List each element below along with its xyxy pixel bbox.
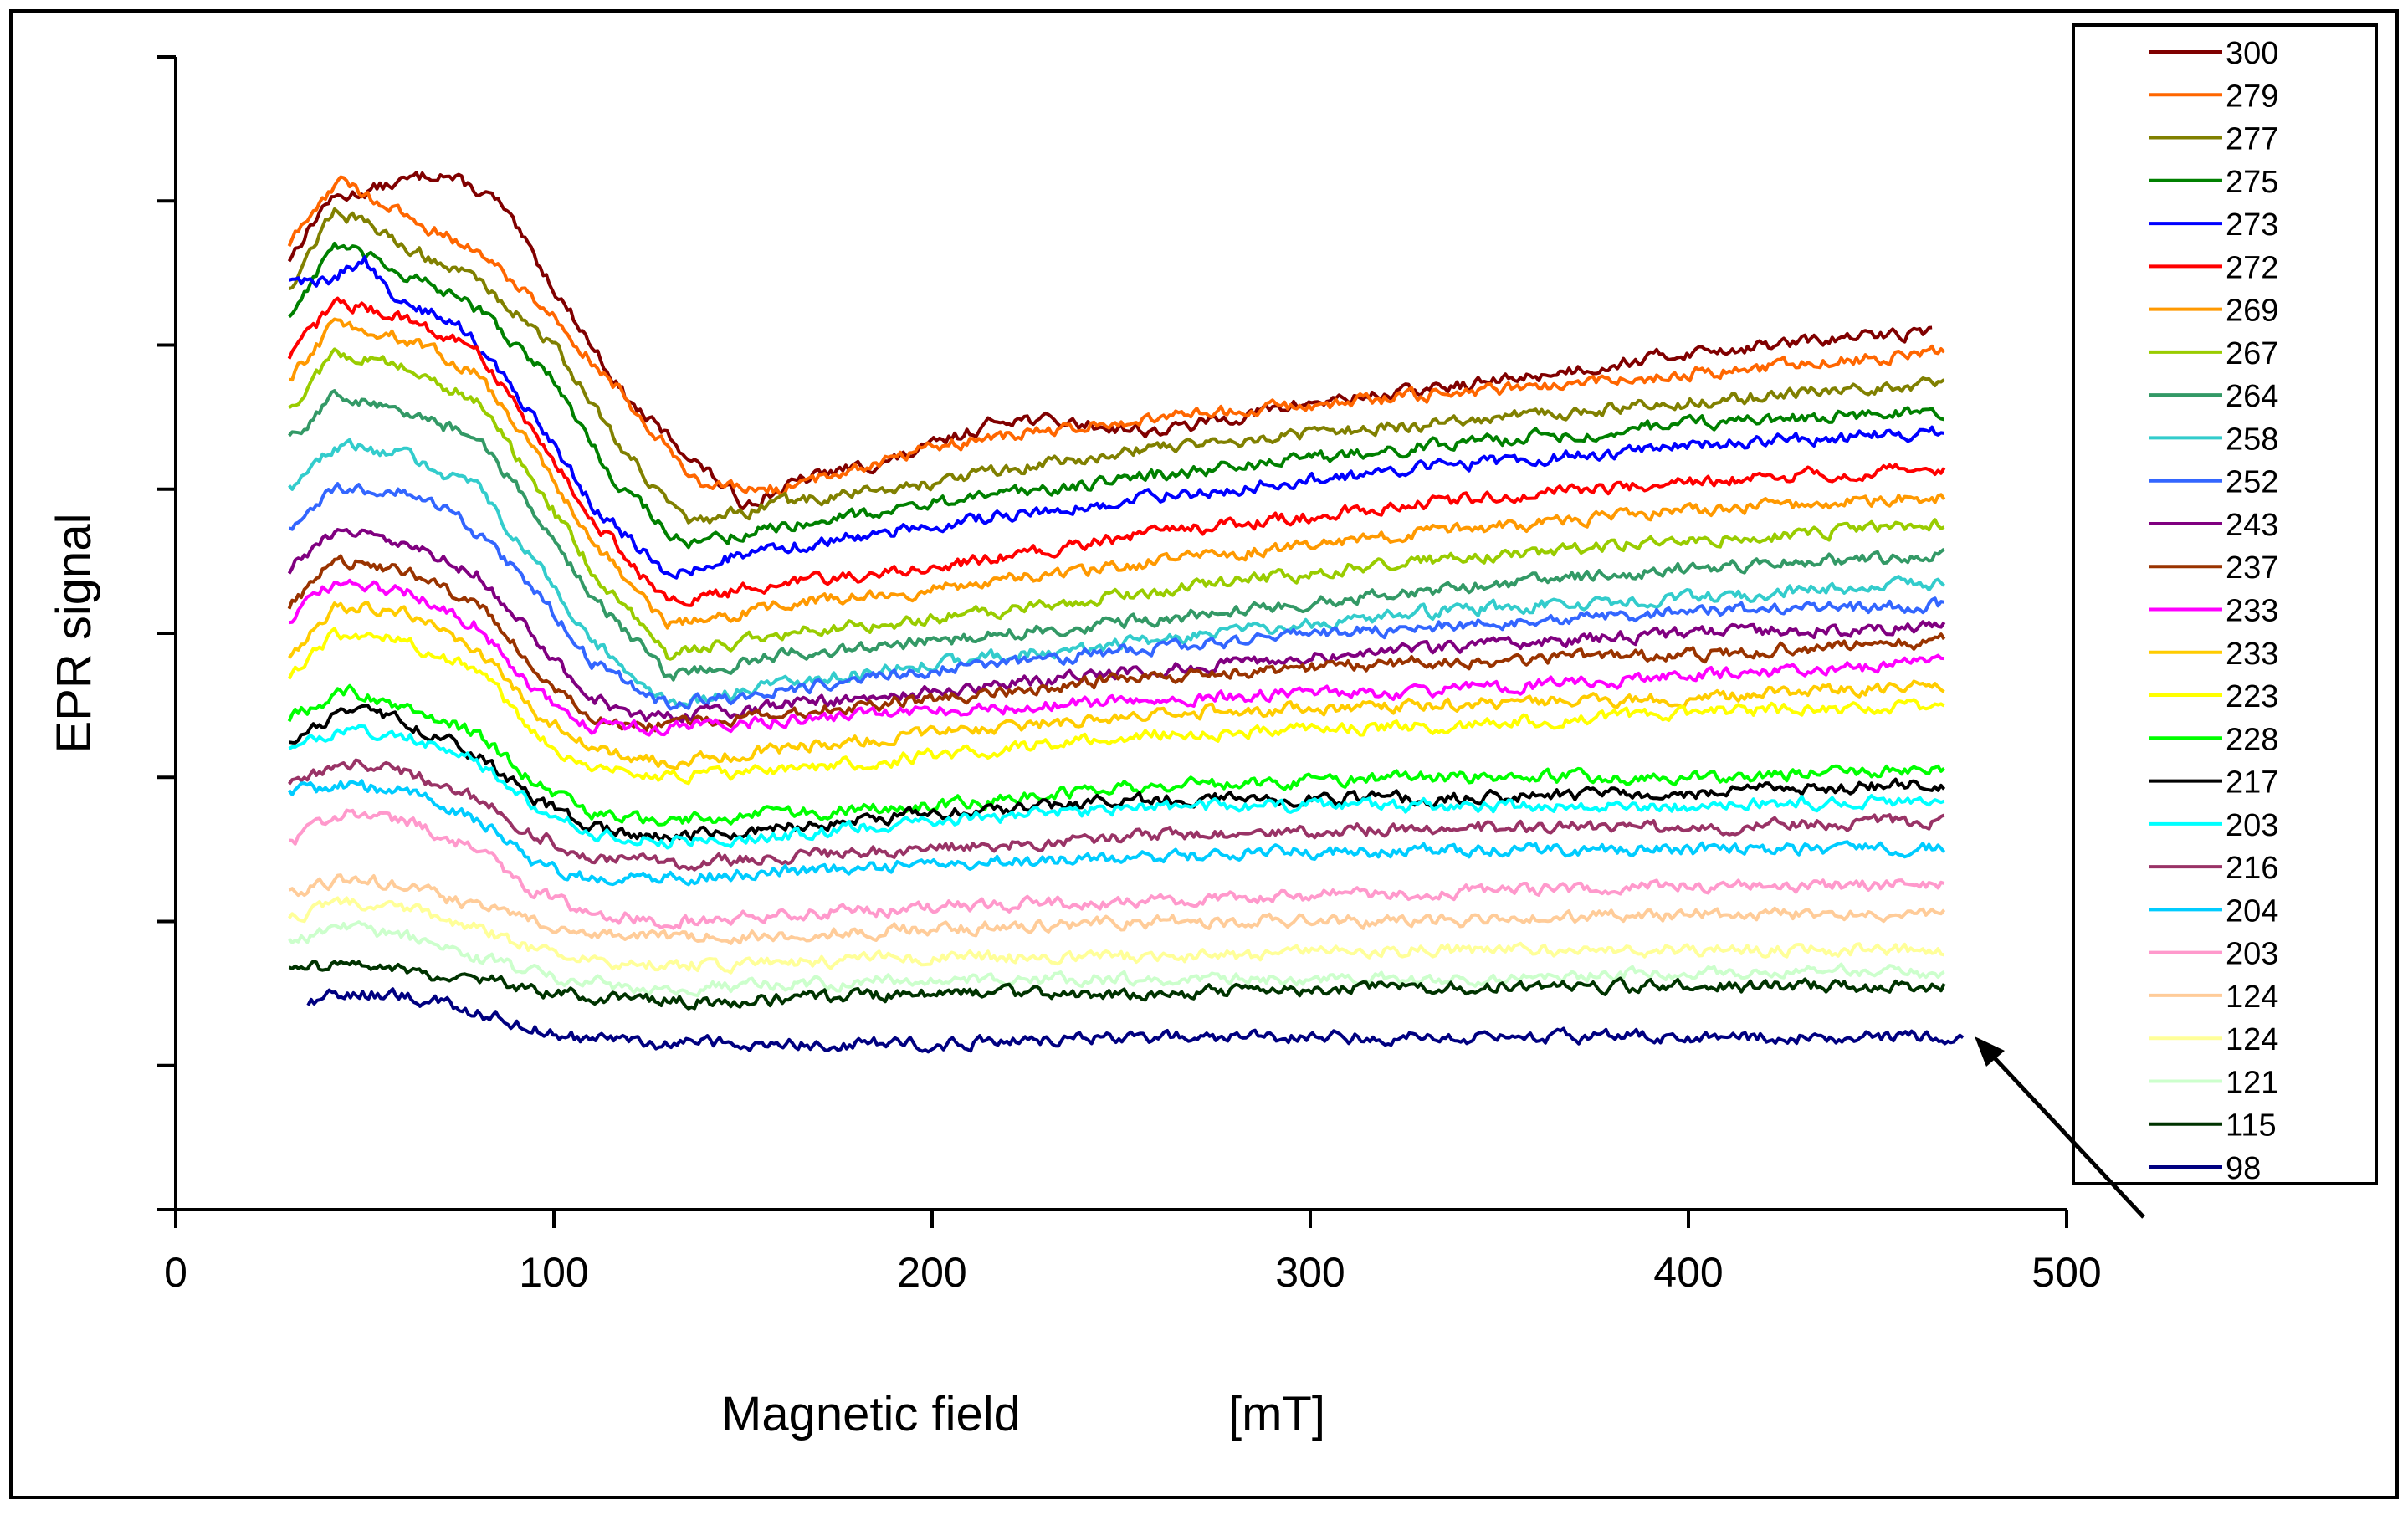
series-line-16 [287, 683, 1945, 827]
series-line-26 [306, 987, 1965, 1054]
series-line-3 [288, 242, 1945, 550]
legend-label: 277 [2226, 122, 2278, 157]
series-line-9 [288, 438, 1945, 708]
legend-label: 258 [2226, 422, 2278, 457]
series-line-14 [288, 601, 1945, 771]
legend-label: 300 [2226, 36, 2278, 71]
x-tick-label: 500 [2031, 1249, 2101, 1296]
plot-area: 0 100 200 300 400 500 [157, 55, 2102, 1296]
series-line-22 [288, 873, 1946, 945]
x-tick-label: 400 [1653, 1249, 1723, 1296]
annotation-arrow [1975, 1036, 2145, 1219]
legend-label: 124 [2226, 1022, 2278, 1057]
legend-label: 223 [2226, 679, 2278, 714]
legend-label: 203 [2226, 937, 2278, 972]
series-line-4 [289, 255, 1944, 580]
legend-label: 272 [2226, 250, 2278, 285]
legend-label: 279 [2226, 79, 2278, 114]
legend-label: 233 [2226, 594, 2278, 629]
series-line-25 [288, 960, 1946, 1011]
legend-label: 228 [2226, 722, 2278, 757]
legend-label: 233 [2226, 637, 2278, 672]
x-axis-unit: [mT] [1228, 1387, 1325, 1441]
chart-frame [9, 9, 2399, 1499]
legend-label: 252 [2226, 465, 2278, 500]
y-axis-title: EPR signal [47, 514, 101, 754]
series-line-13 [289, 578, 1944, 737]
series-line-2 [288, 207, 1945, 525]
x-tick-label: 100 [519, 1249, 588, 1296]
legend-label: 237 [2226, 550, 2278, 586]
series-line-18 [288, 724, 1945, 850]
x-tick-labels: 0 100 200 300 400 500 [164, 1249, 2102, 1296]
legend-label: 124 [2226, 980, 2278, 1015]
series-line-7 [288, 347, 1945, 661]
legend-label: 275 [2226, 165, 2278, 200]
legend-label: 121 [2226, 1065, 2278, 1100]
arrow-head [1975, 1036, 2005, 1067]
legend-label: 217 [2226, 765, 2278, 801]
series-line-19 [287, 758, 1945, 872]
x-tick-label: 200 [897, 1249, 966, 1296]
arrow-shaft [1983, 1046, 2145, 1219]
legend-label: 267 [2226, 336, 2278, 371]
legend-label: 264 [2226, 379, 2278, 414]
series-group [287, 171, 1965, 1054]
series-line-1 [287, 175, 1946, 497]
legend: 300 279 277 275 273 272 269 267 264 258 252 243 237 2… [2072, 23, 2378, 1186]
series-line-6 [289, 317, 1946, 630]
legend-box [2072, 23, 2378, 1185]
series-line-5 [287, 296, 1946, 607]
series-line-10 [288, 482, 1944, 711]
series-line-8 [288, 389, 1945, 682]
x-ticks [174, 1210, 2068, 1228]
x-axis-title: Magnetic field [721, 1387, 1021, 1441]
series-line-23 [287, 896, 1945, 975]
legend-label: 243 [2226, 508, 2278, 543]
legend-label: 98 [2226, 1151, 2261, 1186]
series-line-20 [288, 779, 1946, 887]
legend-label: 115 [2226, 1108, 2277, 1144]
legend-label: 216 [2226, 851, 2278, 886]
series-line-21 [289, 808, 1945, 930]
series-line-15 [287, 627, 1945, 786]
series-line-0 [287, 171, 1933, 510]
y-ticks [157, 55, 176, 1211]
series-line-12 [287, 554, 1946, 733]
legend-label: 273 [2226, 207, 2278, 243]
legend-label: 204 [2226, 893, 2278, 929]
legend-label: 203 [2226, 808, 2278, 843]
series-line-24 [288, 920, 1945, 998]
x-tick-label: 300 [1275, 1249, 1345, 1296]
x-tick-label: 0 [164, 1249, 187, 1296]
legend-label: 269 [2226, 294, 2278, 329]
